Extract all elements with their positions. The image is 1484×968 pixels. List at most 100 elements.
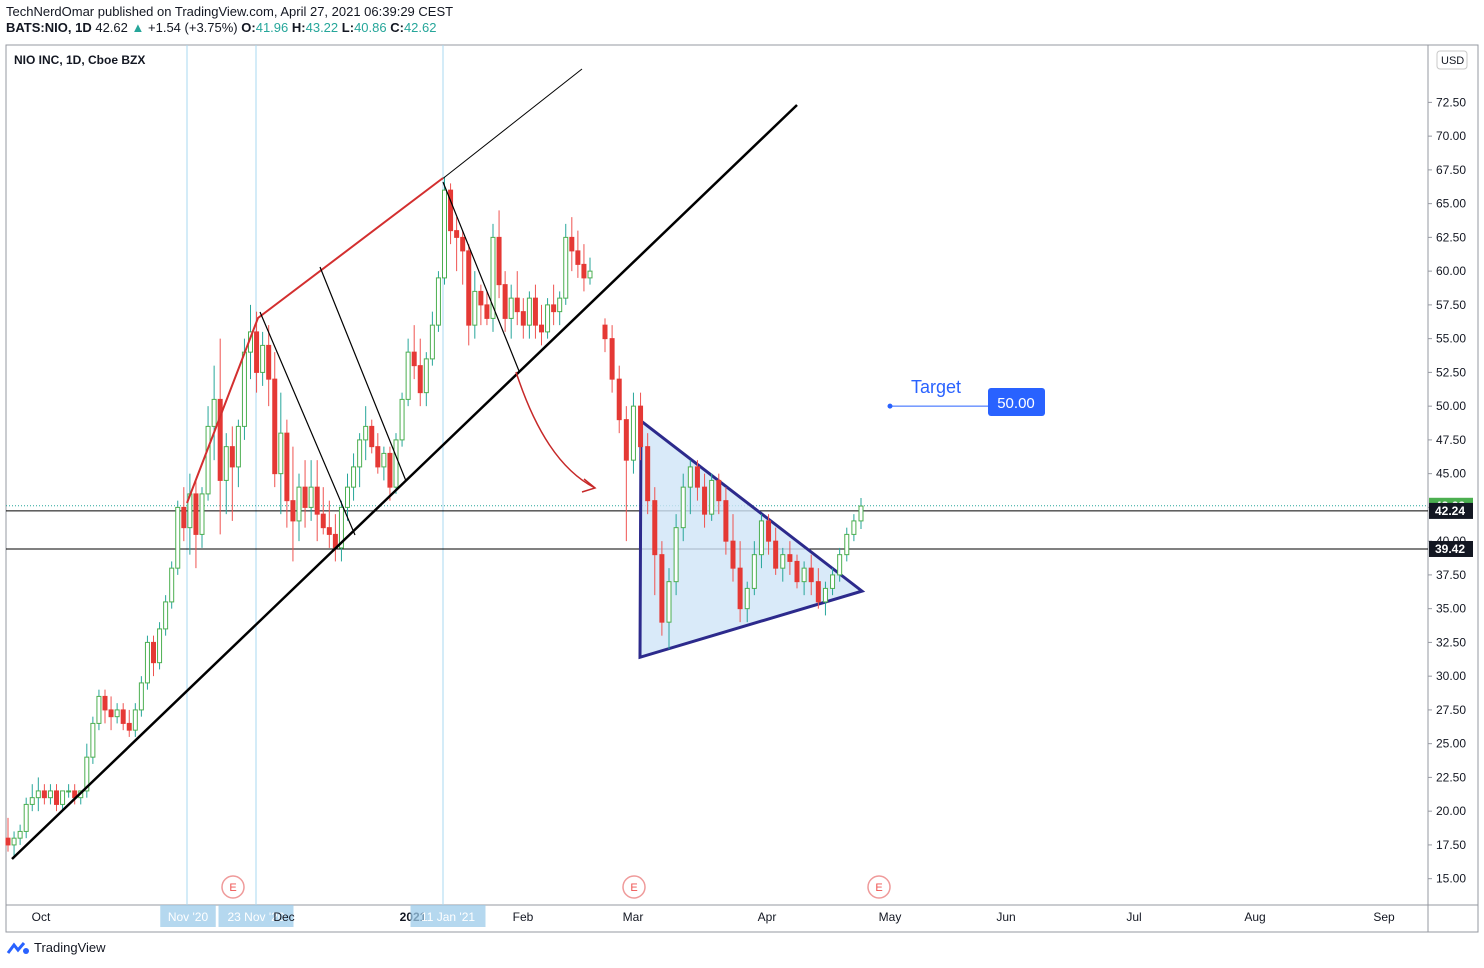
candle-up [169,567,175,603]
candle-up [822,587,828,603]
candle-up [90,722,96,758]
candle-up [338,506,344,549]
candle-down [120,709,126,724]
target-value-box[interactable] [988,388,1045,416]
candle-up [223,446,229,481]
candle-up [29,797,35,805]
candle-down [314,486,320,515]
symbol-info: BATS:NIO, 1D 42.62 ▲ +1.54 (+3.75%) O:41… [6,20,437,35]
candle-down [54,790,59,805]
candle-up [851,520,857,535]
earnings-e-icon[interactable] [867,875,891,899]
x-tick-label: Aug [1244,910,1265,924]
y-tick-label: 22.50 [1436,770,1466,784]
candle-up [751,554,757,589]
price-axis-label: 39.42 [1435,542,1465,556]
earnings-e-icon[interactable] [221,875,245,899]
candle-up [563,236,569,299]
candle-up [858,505,864,522]
candle-down [5,837,11,846]
candle-up [680,486,686,529]
earnings-e-icon[interactable] [622,875,646,899]
candle-up [508,297,514,319]
footer: TradingView [6,940,106,955]
candle-up [241,351,247,427]
candle-up [308,486,314,508]
decline-line-1[interactable] [259,311,356,536]
candle-down [290,500,296,522]
candle-up [345,486,350,508]
candle-up [545,304,551,333]
candle-up [84,756,90,792]
candle-up [351,466,357,488]
candle-down [514,297,520,313]
decline-line-3[interactable] [442,181,520,372]
candle-up [175,506,181,569]
candle-up [157,628,163,664]
earnings-label: E [229,882,236,894]
candle-down [723,500,729,542]
target-label: Target [911,377,961,397]
candle-down [454,230,460,238]
candle-down [575,250,581,265]
triangle-pattern[interactable] [638,417,866,660]
candle-down [326,527,332,535]
candle-up [557,297,563,313]
earnings-label: E [875,882,882,894]
price-axis-label-box [1429,540,1473,557]
main-trend-line[interactable] [11,104,798,860]
x-tick-label: Dec [273,910,294,924]
candle-up [381,452,387,468]
candle-down [659,554,665,623]
candle-down [478,290,484,306]
x-tick-label: Nov '20 [168,910,209,924]
y-tick-label: 57.50 [1436,298,1466,312]
candle-down [609,338,615,380]
candle-up [60,790,66,805]
y-tick-label: 72.50 [1436,95,1466,109]
candle-up [23,803,29,832]
y-tick-label: 70.00 [1436,129,1466,143]
candle-up [801,567,807,583]
candle-up [278,432,284,475]
candle-down [551,304,557,313]
candle-up [66,790,72,793]
close-value: 42.62 [403,20,437,35]
candle-up [235,425,241,468]
candle-down [41,790,47,799]
publisher-line: TechNerdOmar published on TradingView.co… [6,4,454,19]
candle-down [773,540,779,569]
candle-up [114,709,120,718]
red-trend-path[interactable] [186,177,444,504]
candle-down [652,500,658,556]
red-curve-arrow[interactable] [515,371,596,489]
y-tick-label: 55.00 [1436,332,1466,346]
x-tick-label: 11 Jan '21 [421,910,475,924]
y-tick-label: 45.00 [1436,467,1466,481]
candle-up [163,601,169,630]
brand-name[interactable]: TradingView [34,940,106,955]
candle-up [526,297,532,326]
change-arrow-icon: ▲ [131,20,145,35]
chart-title: NIO INC, 1D, Cboe BZX [14,53,146,67]
candle-down [766,520,772,542]
candle-up [780,554,786,569]
currency-box[interactable] [1436,50,1468,70]
currency-label: USD [1441,55,1464,67]
x-tick-label: Mar [623,910,644,924]
candle-down [502,284,508,319]
last-price: 42.62 [95,20,128,35]
candle-up [96,695,102,724]
candle-down [787,554,793,562]
candle-down [217,398,223,481]
chart-frame [5,44,1479,933]
decline-line-2[interactable] [319,266,407,482]
channel-upper-line[interactable] [440,68,583,181]
y-tick-label: 60.00 [1436,264,1466,278]
candle-down [417,365,423,394]
x-tick-label: May [879,910,902,924]
candle-down [520,311,526,326]
x-tick-label: Jul [1126,910,1141,924]
candle-down [466,250,472,326]
